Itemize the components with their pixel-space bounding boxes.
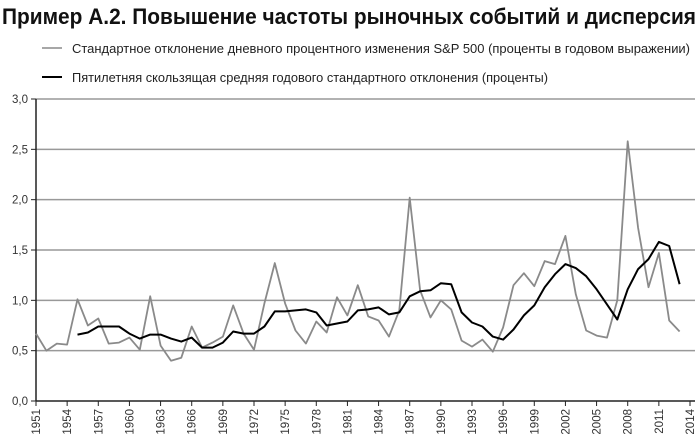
x-tick-label: 1996 xyxy=(498,409,510,435)
y-tick-label: 1,0 xyxy=(12,295,28,307)
x-tick-label: 1954 xyxy=(62,408,74,434)
x-tick-label: 2002 xyxy=(560,409,572,435)
legend-label-0: Стандартное отклонение дневного процентн… xyxy=(72,41,690,56)
series-line-1 xyxy=(77,240,681,349)
x-tick-label: 2005 xyxy=(592,409,604,435)
x-tick-label: 1975 xyxy=(280,409,292,435)
x-tick-label: 2011 xyxy=(654,409,666,434)
x-tick-label: 1999 xyxy=(529,409,541,435)
x-tick-label: 1993 xyxy=(467,409,479,435)
x-tick-label: 2008 xyxy=(623,409,635,435)
x-tick-label: 1969 xyxy=(218,409,230,435)
x-tick-label: 1981 xyxy=(342,409,354,435)
y-tick-label: 0,5 xyxy=(12,346,28,358)
x-tick-label: 1957 xyxy=(93,409,105,435)
y-tick-label: 3,0 xyxy=(12,94,28,106)
y-tick-label: 1,5 xyxy=(12,245,28,257)
x-tick-label: 1978 xyxy=(311,409,323,435)
x-tick-label: 1963 xyxy=(156,409,168,435)
x-tick-label: 1990 xyxy=(436,409,448,435)
x-tick-label: 1966 xyxy=(187,409,199,435)
x-tick-label: 1987 xyxy=(405,409,417,435)
x-tick-label: 1960 xyxy=(124,409,136,435)
grid xyxy=(36,98,695,352)
legend-label-1: Пятилетняя скользящая средняя годового с… xyxy=(72,70,548,85)
x-tick-label: 1972 xyxy=(249,409,261,435)
y-tick-label: 2,0 xyxy=(12,195,28,207)
x-tick-label: 1984 xyxy=(374,408,386,434)
y-tick-label: 0,0 xyxy=(12,396,28,408)
x-tick-label: 2014 xyxy=(685,408,697,434)
legend: Стандартное отклонение дневного процентн… xyxy=(42,41,690,85)
series xyxy=(35,140,681,362)
series-line-0 xyxy=(35,140,681,362)
chart-title: Пример А.2. Повышение частоты рыночных с… xyxy=(2,4,696,29)
axes: 0,0 0,5 1,0 1,5 2,0 2,5 3,0 1951 1954 1957 1960 196… xyxy=(12,94,697,435)
y-tick-label: 2,5 xyxy=(12,144,28,156)
x-tick-label: 1951 xyxy=(31,409,43,435)
